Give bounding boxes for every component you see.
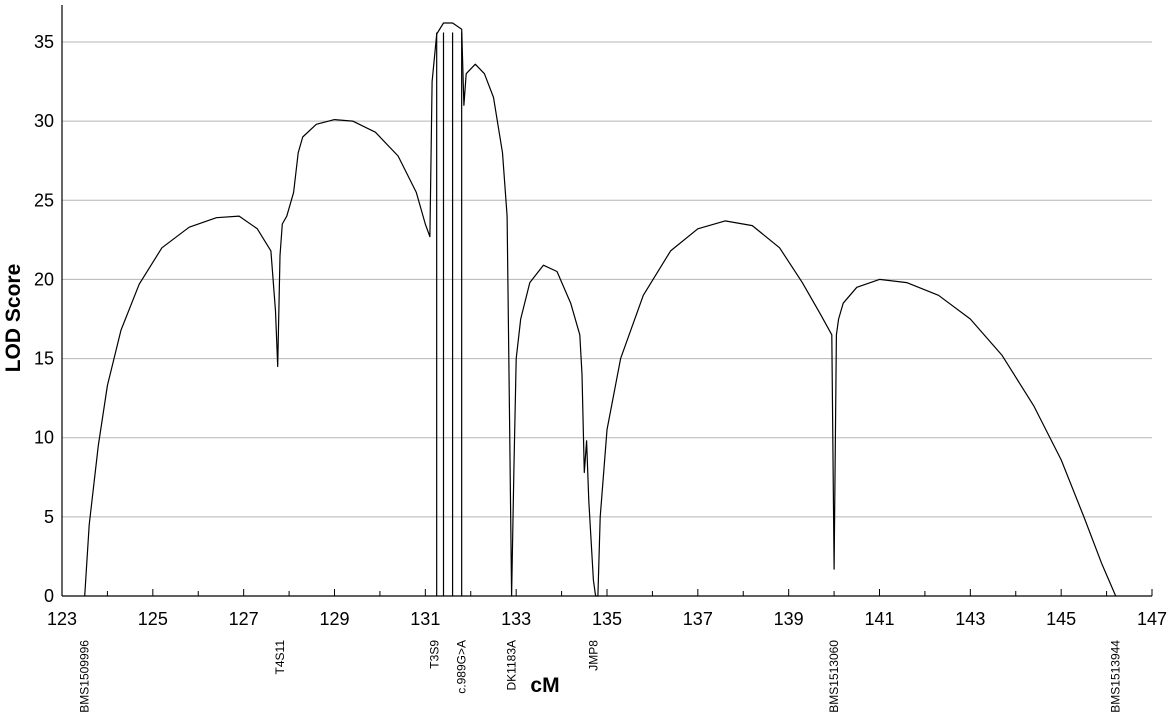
x-tick-label-123: 123 bbox=[47, 609, 77, 629]
axes bbox=[61, 5, 1152, 597]
y-tick-label-10: 10 bbox=[34, 428, 54, 448]
x-tick-label-135: 135 bbox=[592, 609, 622, 629]
y-axis-tick-labels: 0 5 10 15 20 25 30 35 bbox=[34, 32, 54, 606]
marker-label-bms1509996: BMS1509996 bbox=[78, 640, 92, 713]
lod-curve-group bbox=[84, 22, 1117, 597]
y-tick-label-0: 0 bbox=[44, 586, 54, 606]
marker-label-bms1513060: BMS1513060 bbox=[827, 640, 841, 713]
marker-label-t3s9: T3S9 bbox=[427, 640, 441, 669]
marker-label-t4s11: T4S11 bbox=[273, 640, 287, 675]
y-tick-label-5: 5 bbox=[44, 507, 54, 527]
x-tick-label-143: 143 bbox=[955, 609, 985, 629]
x-tick-label-125: 125 bbox=[138, 609, 168, 629]
marker-labels: BMS1509996 T4S11 T3S9 c.989G>A DK1183A JMP8 BM… bbox=[78, 640, 1123, 713]
marker-label-dk1183a: DK1183A bbox=[505, 640, 519, 690]
y-tick-label-20: 20 bbox=[34, 269, 54, 289]
x-tick-label-147: 147 bbox=[1137, 609, 1167, 629]
x-tick-label-129: 129 bbox=[319, 609, 349, 629]
y-tick-label-30: 30 bbox=[34, 111, 54, 131]
marker-label-bms1513944: BMS1513944 bbox=[1109, 640, 1123, 713]
y-tick-label-25: 25 bbox=[34, 190, 54, 210]
y-tick-label-15: 15 bbox=[34, 349, 54, 369]
y-tick-label-35: 35 bbox=[34, 32, 54, 52]
x-tick-label-141: 141 bbox=[864, 609, 894, 629]
x-tick-label-139: 139 bbox=[774, 609, 804, 629]
x-axis-title: cM bbox=[530, 674, 559, 697]
y-axis-title: LOD Score bbox=[2, 264, 25, 373]
lod-curve-line bbox=[84, 22, 1117, 597]
x-tick-label-127: 127 bbox=[229, 609, 259, 629]
marker-label-c-989g-a: c.989G>A bbox=[455, 640, 469, 694]
x-tick-label-137: 137 bbox=[683, 609, 713, 629]
marker-label-jmp8: JMP8 bbox=[586, 640, 600, 671]
gridlines bbox=[62, 41, 1152, 518]
x-axis-ticks: 123 125 127 129 131 133 135 137 139 141 143 145 147 bbox=[47, 589, 1167, 629]
x-tick-label-131: 131 bbox=[410, 609, 440, 629]
x-tick-label-145: 145 bbox=[1046, 609, 1076, 629]
x-tick-label-133: 133 bbox=[501, 609, 531, 629]
